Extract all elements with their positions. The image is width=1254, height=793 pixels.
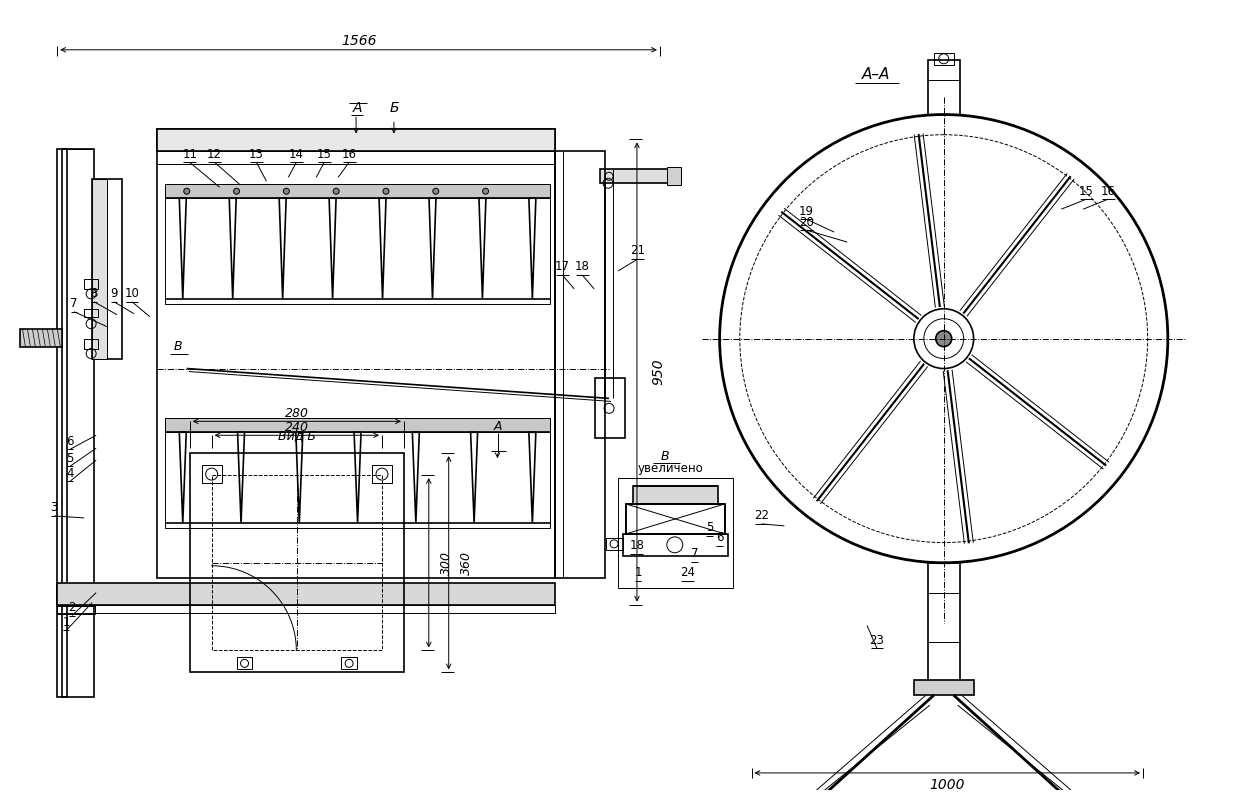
Bar <box>164 419 551 528</box>
Text: 10: 10 <box>124 287 139 301</box>
Text: 16: 16 <box>1101 185 1116 197</box>
Text: 4: 4 <box>66 466 74 480</box>
Text: 1566: 1566 <box>341 34 376 48</box>
Bar <box>626 504 725 534</box>
Bar <box>58 606 95 614</box>
Circle shape <box>433 188 439 194</box>
Text: 20: 20 <box>799 216 814 228</box>
Text: 15: 15 <box>1078 185 1093 197</box>
Text: 280: 280 <box>285 407 308 419</box>
Text: В: В <box>661 450 670 462</box>
Circle shape <box>283 188 290 194</box>
Bar <box>914 680 973 695</box>
Bar <box>618 478 732 588</box>
Text: 1: 1 <box>63 616 70 629</box>
Text: 950: 950 <box>652 358 666 385</box>
Text: 14: 14 <box>288 147 303 161</box>
Text: В: В <box>173 340 182 353</box>
Text: 6: 6 <box>716 531 724 544</box>
Bar <box>372 465 393 483</box>
Text: 7: 7 <box>70 297 78 310</box>
Text: 18: 18 <box>574 260 589 274</box>
Bar <box>58 583 556 604</box>
Text: 24: 24 <box>680 566 695 579</box>
Text: A: A <box>352 101 362 114</box>
Bar <box>92 179 122 358</box>
Text: 12: 12 <box>207 147 222 161</box>
Bar <box>164 419 551 432</box>
Text: 5: 5 <box>706 521 714 534</box>
Bar <box>58 604 556 612</box>
Bar <box>58 588 95 606</box>
Text: 13: 13 <box>250 147 263 161</box>
Bar <box>556 151 606 577</box>
Text: 19: 19 <box>799 205 814 217</box>
Bar <box>626 504 725 534</box>
Bar <box>237 657 252 669</box>
Text: A–A: A–A <box>861 67 890 82</box>
Bar <box>157 129 556 577</box>
Text: A: A <box>493 419 502 433</box>
Text: 240: 240 <box>285 421 308 434</box>
Bar <box>92 179 107 358</box>
Text: 23: 23 <box>869 634 884 647</box>
Bar <box>58 149 68 697</box>
Text: 16: 16 <box>341 147 356 161</box>
Text: 360: 360 <box>460 551 473 575</box>
Bar <box>928 59 959 114</box>
Bar <box>84 279 98 289</box>
Text: Б: Б <box>389 101 399 114</box>
Text: 2: 2 <box>69 601 76 614</box>
Circle shape <box>483 188 489 194</box>
Text: 8: 8 <box>90 287 98 301</box>
Text: 7: 7 <box>691 547 698 561</box>
Text: увеличено: увеличено <box>637 462 703 475</box>
Bar <box>189 453 404 672</box>
Bar <box>934 53 954 65</box>
Text: 3: 3 <box>50 501 58 515</box>
Text: 17: 17 <box>554 260 569 274</box>
Bar <box>212 475 382 650</box>
Bar <box>157 129 556 151</box>
Text: 9: 9 <box>110 287 118 301</box>
Text: 18: 18 <box>630 539 645 552</box>
Text: 1: 1 <box>635 566 642 579</box>
Bar <box>84 339 98 349</box>
Text: 300: 300 <box>440 551 453 575</box>
Bar <box>164 184 551 198</box>
Bar <box>601 170 675 183</box>
Circle shape <box>935 331 952 347</box>
Text: 15: 15 <box>317 147 331 161</box>
Text: 22: 22 <box>754 509 769 523</box>
Bar <box>164 184 551 304</box>
Circle shape <box>382 188 389 194</box>
Bar <box>667 167 681 186</box>
Bar <box>202 465 222 483</box>
Bar <box>606 538 623 550</box>
Circle shape <box>334 188 339 194</box>
Bar <box>63 149 94 697</box>
Bar <box>20 328 63 347</box>
Bar <box>596 378 624 439</box>
Text: 5: 5 <box>66 452 74 465</box>
Circle shape <box>233 188 240 194</box>
Text: 21: 21 <box>631 244 646 258</box>
Bar <box>633 486 717 504</box>
Bar <box>341 657 357 669</box>
Text: 1000: 1000 <box>929 778 964 792</box>
Text: 6: 6 <box>66 435 74 448</box>
Bar <box>928 563 959 688</box>
Circle shape <box>184 188 189 194</box>
Bar <box>623 534 727 556</box>
Text: Вид Б: Вид Б <box>278 429 316 442</box>
Text: 11: 11 <box>182 147 197 161</box>
Bar <box>84 308 98 316</box>
